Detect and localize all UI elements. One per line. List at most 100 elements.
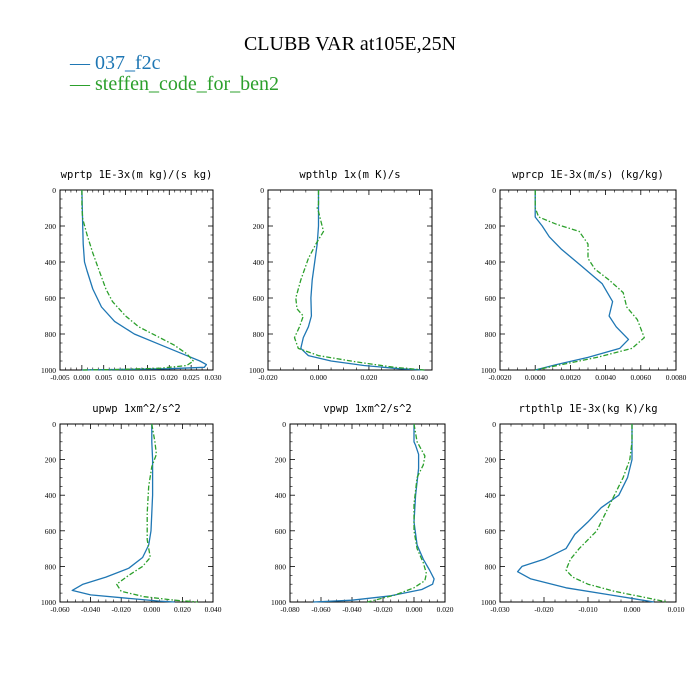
panel-2: wpthlp 1x(m K)/s 0 200 400 600 800 1000-0.020 0… [249, 169, 433, 382]
x-tick-label: -0.040 [81, 605, 101, 614]
y-tick-label: 600 [45, 294, 57, 303]
y-tick-label: 200 [485, 456, 497, 465]
y-tick-label: 1000 [481, 598, 496, 607]
series-line-037-f2c [534, 190, 630, 371]
y-tick-label: 0 [260, 186, 264, 195]
x-tick-label: -0.030 [490, 605, 510, 614]
panel-1-title: wprtp 1E-3x(m kg)/(s kg) [61, 169, 213, 181]
y-tick-label: 600 [275, 527, 287, 536]
series-line-037-f2c [300, 190, 425, 371]
series-line-steffen-code-for-ben2 [367, 423, 428, 603]
x-tick-label: -0.060 [311, 605, 331, 614]
x-tick-label: 0.040 [205, 605, 222, 614]
x-tick-label: -0.020 [112, 605, 132, 614]
panel-5-title: vpwp 1xm^2/s^2 [323, 403, 412, 415]
series-line-steffen-code-for-ben2 [293, 190, 425, 371]
x-tick-label: -0.080 [280, 605, 300, 614]
x-tick-label: 0.020 [360, 373, 377, 382]
x-tick-label: 0.020 [161, 373, 178, 382]
series-line-037-f2c [516, 424, 655, 603]
x-tick-label: -0.020 [373, 605, 393, 614]
figure-title: CLUBB VAR at105E,25N [244, 33, 456, 55]
x-tick-label: 0.0080 [666, 373, 687, 382]
series-line-steffen-code-for-ben2 [115, 423, 198, 603]
legend-entry-steffen-code-for-ben2: — steffen_code_for_ben2 [69, 73, 279, 95]
x-tick-label: 0.0040 [595, 373, 616, 382]
panel-4-title: upwp 1xm^2/s^2 [92, 403, 181, 415]
legend-entry-037-f2c: — 037_f2c [69, 52, 161, 74]
y-tick-label: 200 [253, 222, 265, 231]
x-tick-label: -0.020 [534, 605, 554, 614]
panel-6-axes-frame [499, 423, 677, 603]
series-line-037-f2c [71, 424, 175, 603]
x-tick-label: 0.000 [73, 373, 90, 382]
panel-2-axes-frame [267, 189, 433, 371]
y-tick-label: 1000 [249, 366, 264, 375]
series-line-steffen-code-for-ben2 [534, 190, 645, 371]
x-tick-label: -0.010 [578, 605, 598, 614]
x-tick-label: 0.005 [95, 373, 112, 382]
panel-3-axes-frame [499, 189, 677, 371]
x-tick-label: -0.0020 [488, 373, 511, 382]
y-tick-label: 1000 [481, 366, 496, 375]
y-tick-label: 0 [492, 420, 496, 429]
y-tick-label: 400 [45, 258, 57, 267]
y-tick-label: 200 [45, 456, 57, 465]
x-tick-label: 0.030 [205, 373, 222, 382]
y-tick-label: 1000 [271, 598, 286, 607]
y-tick-label: 200 [45, 222, 57, 231]
x-tick-label: 0.010 [117, 373, 134, 382]
x-tick-label: 0.0020 [560, 373, 581, 382]
x-tick-label: 0.000 [143, 605, 160, 614]
x-tick-label: 0.000 [624, 605, 641, 614]
x-tick-label: -0.040 [342, 605, 362, 614]
x-tick-label: 0.000 [406, 605, 423, 614]
panel-2-title: wpthlp 1x(m K)/s [299, 169, 400, 181]
panel-4-axes-frame [59, 423, 214, 603]
panel-4: upwp 1xm^2/s^2 0 200 400 600 800 1000-0.060 -0.… [41, 403, 222, 614]
panel-5: vpwp 1xm^2/s^2 0 200 400 600 800 1000-0.080 -0.… [271, 403, 454, 614]
x-tick-label: 0.025 [183, 373, 200, 382]
x-tick-label: 0.040 [411, 373, 428, 382]
y-tick-label: 0 [492, 186, 496, 195]
x-tick-label: -0.060 [50, 605, 70, 614]
y-tick-label: 800 [45, 330, 57, 339]
y-tick-label: 0 [52, 420, 56, 429]
panel-3: wprcp 1E-3x(m/s) (kg/kg) 0 200 400 600 800 100… [481, 169, 687, 382]
panel-6: rtpthlp 1E-3x(kg K)/kg02004006008001000-… [481, 403, 685, 614]
x-tick-label: 0.020 [437, 605, 454, 614]
y-tick-label: 0 [52, 186, 56, 195]
series-line-037-f2c [81, 189, 208, 371]
x-tick-label: -0.020 [258, 373, 278, 382]
y-tick-label: 1000 [41, 366, 56, 375]
x-tick-label: 0.000 [310, 373, 327, 382]
x-tick-label: -0.005 [50, 373, 70, 382]
series-line-037-f2c [313, 424, 435, 603]
x-tick-label: 0.0000 [525, 373, 546, 382]
y-tick-label: 0 [282, 420, 286, 429]
y-tick-label: 400 [45, 491, 57, 500]
y-tick-label: 600 [485, 527, 497, 536]
y-tick-label: 800 [485, 330, 497, 339]
y-tick-label: 800 [485, 562, 497, 571]
x-tick-label: 0.010 [668, 605, 685, 614]
panels: wprtp 1E-3x(m kg)/(s kg) 0 200 400 600 800 100… [41, 169, 687, 614]
y-tick-label: 400 [485, 491, 497, 500]
y-tick-label: 400 [253, 258, 265, 267]
y-tick-label: 800 [253, 330, 265, 339]
y-tick-label: 200 [275, 456, 287, 465]
y-tick-label: 400 [485, 258, 497, 267]
y-tick-label: 600 [45, 527, 57, 536]
series-line-steffen-code-for-ben2 [81, 190, 194, 371]
y-tick-label: 400 [275, 491, 287, 500]
panel-6-title: rtpthlp 1E-3x(kg K)/kg [518, 403, 657, 415]
x-tick-label: 0.020 [174, 605, 191, 614]
y-tick-label: 200 [485, 222, 497, 231]
panel-1: wprtp 1E-3x(m kg)/(s kg) 0 200 400 600 800 100… [41, 169, 222, 382]
y-tick-label: 1000 [41, 598, 56, 607]
x-tick-label: 0.015 [139, 373, 156, 382]
series-line-steffen-code-for-ben2 [565, 424, 668, 603]
panel-3-title: wprcp 1E-3x(m/s) (kg/kg) [512, 169, 664, 181]
y-tick-label: 600 [485, 294, 497, 303]
